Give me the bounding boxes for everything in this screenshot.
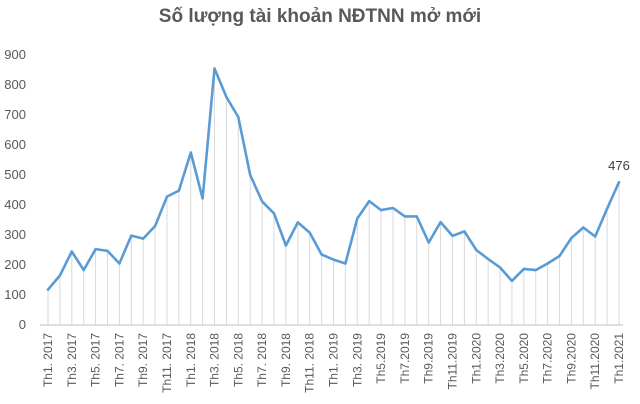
data-point xyxy=(213,67,216,70)
data-point xyxy=(486,257,490,261)
y-tick-label: 200 xyxy=(4,257,26,272)
x-tick-label: Th5. 2018 xyxy=(231,333,245,387)
x-tick-label: Th11.2020 xyxy=(588,333,602,390)
data-point xyxy=(82,268,85,272)
x-tick-label: Th7.2020 xyxy=(541,333,555,384)
chart-title: Số lượng tài khoản NĐTNN mở mới xyxy=(158,6,482,27)
data-point xyxy=(463,230,466,233)
data-point xyxy=(201,197,204,200)
x-tick-label: Th5.2020 xyxy=(517,333,531,384)
data-point xyxy=(617,181,621,184)
data-point xyxy=(415,215,418,218)
data-point xyxy=(558,254,561,258)
data-point xyxy=(534,268,537,272)
data-point xyxy=(498,266,502,269)
data-point xyxy=(379,208,383,212)
x-tick-label: Th1. 2018 xyxy=(184,333,198,387)
series-line-group xyxy=(46,67,621,291)
x-tick-label: Th7.2019 xyxy=(398,333,412,384)
data-point xyxy=(177,189,181,192)
data-point xyxy=(546,262,549,265)
y-tick-label: 300 xyxy=(4,227,26,242)
data-point xyxy=(403,215,407,218)
y-tick-label: 100 xyxy=(4,287,26,302)
x-tick-label: Th1. 2019 xyxy=(327,333,341,387)
data-point xyxy=(106,249,109,253)
data-point xyxy=(165,195,169,198)
data-point xyxy=(189,151,192,154)
data-point xyxy=(594,235,597,238)
y-tick-label: 400 xyxy=(4,197,26,212)
data-point xyxy=(272,212,276,215)
x-tick-label: Th1.2021 xyxy=(612,333,626,384)
data-point xyxy=(320,253,323,256)
y-tick-label: 900 xyxy=(4,47,26,62)
x-tick-label: Th1. 2017 xyxy=(41,333,55,387)
y-tick-label: 600 xyxy=(4,137,26,152)
x-tick-label: Th9. 2018 xyxy=(279,333,293,387)
data-point xyxy=(153,224,157,228)
data-point xyxy=(367,199,371,203)
x-tick-label: Th3. 2018 xyxy=(208,333,222,387)
data-point xyxy=(475,248,478,252)
x-tick-label: Th7. 2017 xyxy=(112,333,126,387)
data-point xyxy=(284,244,288,247)
data-point xyxy=(356,217,359,220)
x-tick-label: Th9. 2017 xyxy=(136,333,150,387)
data-point xyxy=(249,173,252,177)
data-point xyxy=(118,262,121,265)
data-point xyxy=(46,288,50,291)
data-point xyxy=(260,200,264,203)
data-point xyxy=(70,250,73,253)
x-tick-label: Th11. 2018 xyxy=(303,333,317,393)
data-point xyxy=(439,220,442,224)
data-point xyxy=(332,258,335,261)
data-point xyxy=(570,236,573,240)
x-tick-label: Th11.2019 xyxy=(445,333,459,390)
x-tick-label: Th9.2020 xyxy=(564,333,578,384)
data-point xyxy=(344,262,347,265)
data-label: 476 xyxy=(608,158,630,173)
x-tick-label: Th5.2019 xyxy=(374,333,388,384)
data-point xyxy=(94,247,97,251)
y-tick-label: 700 xyxy=(4,107,26,122)
x-tick-label: Th1.2020 xyxy=(469,333,483,384)
x-tick-label: Th5. 2017 xyxy=(89,333,103,387)
data-point xyxy=(308,231,311,234)
data-point xyxy=(582,226,585,229)
data-point xyxy=(296,221,300,224)
data-point xyxy=(58,274,62,277)
y-tick-label: 500 xyxy=(4,167,26,182)
x-axis-ticks: Th1. 2017 Th3. 2017 Th5. 2017 Th7. 2017 Th9.… xyxy=(41,333,626,393)
x-tick-label: Th3. 2019 xyxy=(350,333,364,387)
y-tick-label: 0 xyxy=(19,317,26,332)
x-tick-label: Th3.2020 xyxy=(493,333,507,384)
data-point xyxy=(510,279,514,283)
data-point xyxy=(130,234,133,237)
data-point xyxy=(225,95,228,99)
data-point xyxy=(522,267,526,271)
x-tick-label: Th11. 2017 xyxy=(160,333,174,393)
data-labels: 476 xyxy=(608,158,630,173)
x-tick-label: Th9.2019 xyxy=(422,333,436,384)
data-point xyxy=(237,115,240,119)
x-tick-label: Th3. 2017 xyxy=(65,333,79,387)
data-point xyxy=(391,206,395,210)
data-point xyxy=(605,207,609,210)
data-point xyxy=(141,237,145,240)
series-line xyxy=(46,67,621,291)
data-point xyxy=(451,234,454,238)
y-axis-ticks: 0 100 200 300 400 500 600 700 800 900 xyxy=(4,47,26,332)
x-tick-label: Th7. 2018 xyxy=(255,333,269,387)
y-tick-label: 800 xyxy=(4,77,26,92)
data-point xyxy=(427,241,430,244)
drop-lines xyxy=(47,68,620,325)
